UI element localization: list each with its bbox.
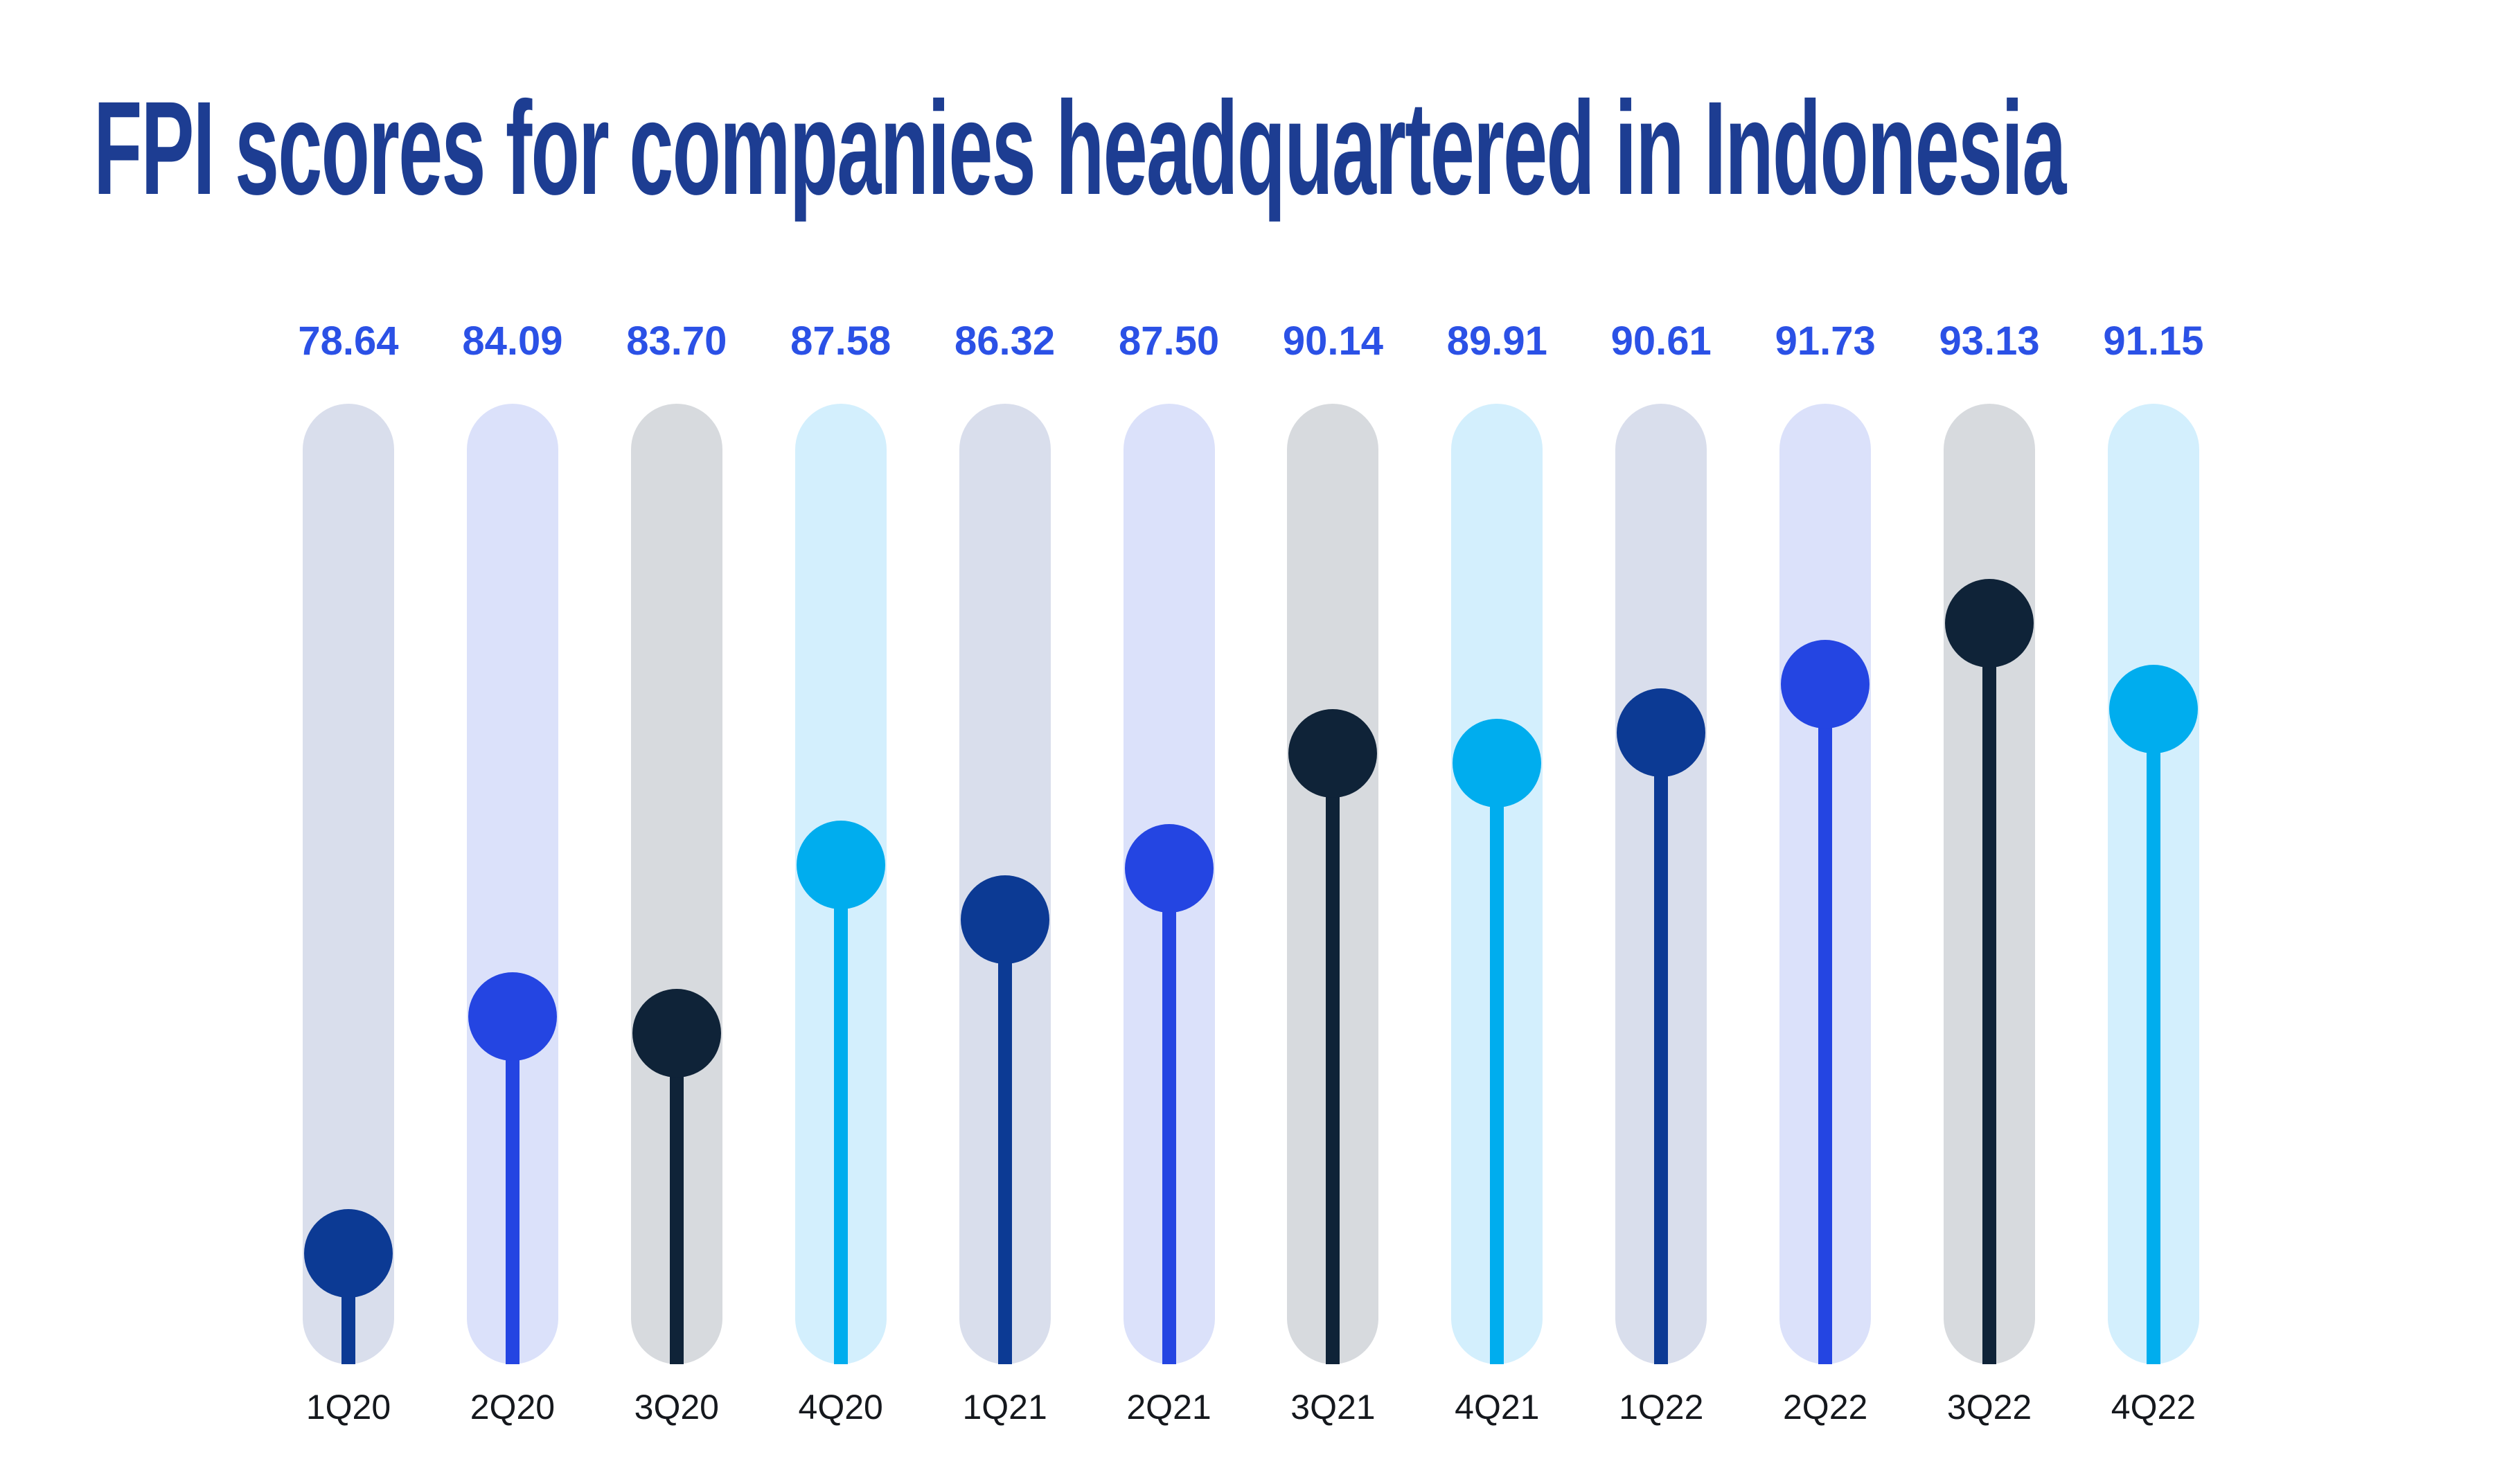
chart-column: 91.15 4Q22 <box>2103 308 2203 1427</box>
column-track <box>303 404 394 1364</box>
axis-label: 3Q22 <box>1946 1388 2032 1427</box>
axis-label: 1Q22 <box>1619 1388 1704 1427</box>
lollipop-stem <box>669 1033 684 1364</box>
chart-column: 87.58 4Q20 <box>790 308 891 1427</box>
lollipop-stem <box>1818 683 1833 1364</box>
value-label: 87.50 <box>1118 319 1220 364</box>
chart-column: 86.32 1Q21 <box>954 308 1055 1427</box>
chart-column: 84.09 2Q20 <box>462 308 562 1427</box>
value-label: 84.09 <box>462 319 563 364</box>
value-label: 86.32 <box>954 319 1056 364</box>
lollipop-dot <box>468 972 557 1061</box>
chart-column: 89.91 4Q21 <box>1447 308 1547 1427</box>
value-label: 90.14 <box>1282 319 1384 364</box>
lollipop-stem <box>997 919 1012 1364</box>
axis-label: 2Q20 <box>470 1388 556 1427</box>
lollipop-dot <box>796 820 885 909</box>
chart-column: 83.70 3Q20 <box>626 308 727 1427</box>
chart-column: 78.64 1Q20 <box>298 308 398 1427</box>
lollipop-dot <box>2108 665 2198 754</box>
lollipop-dot <box>960 875 1049 964</box>
lollipop-dot <box>632 989 721 1078</box>
lollipop-stem <box>1982 623 1997 1364</box>
axis-label: 4Q22 <box>2111 1388 2196 1427</box>
chart-column: 90.14 3Q21 <box>1283 308 1383 1427</box>
lollipop-stem <box>1654 733 1669 1364</box>
lollipop-stem <box>1326 753 1340 1364</box>
value-label: 87.58 <box>790 319 891 364</box>
chart-title: FPI scores for companies headquartered i… <box>94 73 2066 222</box>
lollipop-stem <box>1162 868 1176 1364</box>
value-label: 90.61 <box>1610 319 1712 364</box>
value-label: 91.73 <box>1775 319 1876 364</box>
lollipop-dot <box>1453 719 1542 808</box>
value-label: 83.70 <box>626 319 727 364</box>
lollipop-dot <box>1124 823 1214 913</box>
axis-label: 4Q20 <box>798 1388 883 1427</box>
value-label: 89.91 <box>1446 319 1547 364</box>
chart-column: 87.50 2Q21 <box>1119 308 1219 1427</box>
chart-column: 90.61 1Q22 <box>1611 308 1712 1427</box>
lollipop-dot <box>1288 708 1378 798</box>
axis-label: 1Q20 <box>305 1388 391 1427</box>
axis-label: 2Q21 <box>1126 1388 1211 1427</box>
lollipop-dot <box>304 1208 393 1298</box>
lollipop-stem <box>505 1016 520 1364</box>
axis-label: 2Q22 <box>1782 1388 1868 1427</box>
lollipop-dot <box>1781 639 1870 728</box>
lollipop-stem <box>2146 709 2160 1364</box>
lollipop-stem <box>833 864 848 1364</box>
lollipop-dot <box>1945 579 2034 668</box>
axis-label: 1Q21 <box>962 1388 1047 1427</box>
lollipop-chart: 78.64 1Q20 84.09 2Q20 83.70 3Q20 87.58 4… <box>298 308 2203 1427</box>
lollipop-dot <box>1617 688 1706 778</box>
axis-label: 3Q21 <box>1290 1388 1376 1427</box>
value-label: 78.64 <box>298 319 399 364</box>
axis-label: 4Q21 <box>1455 1388 1540 1427</box>
axis-label: 3Q20 <box>634 1388 719 1427</box>
value-label: 93.13 <box>1939 319 2040 364</box>
chart-column: 91.73 2Q22 <box>1775 308 1876 1427</box>
lollipop-stem <box>1490 763 1504 1364</box>
chart-column: 93.13 3Q22 <box>1939 308 2039 1427</box>
value-label: 91.15 <box>2103 319 2204 364</box>
